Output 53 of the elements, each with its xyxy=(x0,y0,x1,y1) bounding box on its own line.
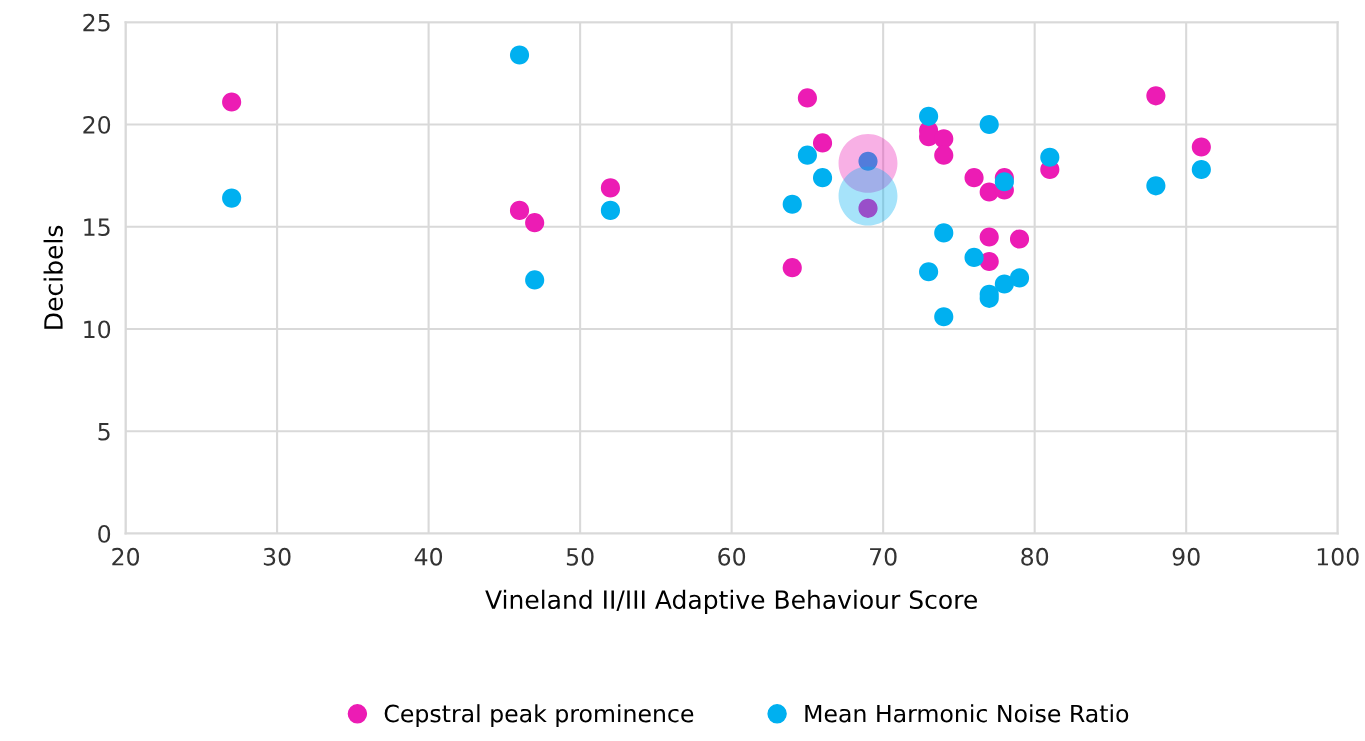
point xyxy=(1146,176,1166,196)
y-axis-title: Decibels xyxy=(43,225,63,329)
point xyxy=(934,145,954,165)
y-tick-label: 25 xyxy=(83,13,110,32)
legend-label: Cepstral peak prominence xyxy=(384,704,694,728)
y-tick-label: 20 xyxy=(83,115,111,134)
point xyxy=(1191,159,1211,180)
point xyxy=(1009,229,1030,249)
point xyxy=(919,106,939,126)
point xyxy=(1040,147,1060,167)
point xyxy=(964,168,984,188)
point xyxy=(797,88,817,108)
point xyxy=(222,188,242,208)
x-tick-label: 50 xyxy=(566,547,594,566)
point xyxy=(600,178,620,198)
y-tick-label: 10 xyxy=(84,320,111,339)
point xyxy=(222,92,242,112)
point xyxy=(858,198,878,218)
legend-label: Mean Harmonic Noise Ratio xyxy=(805,704,1129,723)
y-tick-label: 15 xyxy=(84,218,110,237)
point xyxy=(509,45,530,65)
point xyxy=(600,200,620,220)
y-tick-label: 0 xyxy=(98,524,111,543)
point xyxy=(994,274,1014,294)
x-tick-label: 20 xyxy=(112,547,140,566)
y-tick-label: 5 xyxy=(98,423,110,441)
point xyxy=(782,194,802,214)
point xyxy=(1146,86,1166,106)
point xyxy=(525,270,545,290)
point xyxy=(979,251,999,272)
point xyxy=(934,223,954,243)
x-tick-label: 70 xyxy=(870,547,897,566)
x-tick-label: 30 xyxy=(263,547,291,566)
x-tick-label: 60 xyxy=(718,547,746,566)
x-tick-label: 100 xyxy=(1317,547,1359,566)
point xyxy=(979,114,999,135)
point xyxy=(509,200,530,220)
point xyxy=(934,307,954,327)
point xyxy=(964,247,984,267)
point xyxy=(979,227,999,247)
point xyxy=(782,258,802,278)
x-tick-label: 90 xyxy=(1172,547,1200,566)
point xyxy=(1009,268,1030,288)
point xyxy=(934,129,954,149)
point xyxy=(1191,137,1211,157)
point xyxy=(525,213,545,233)
point xyxy=(812,133,833,153)
point xyxy=(797,145,817,165)
x-tick-label: 80 xyxy=(1021,547,1049,566)
point xyxy=(919,262,939,282)
x-axis-title: Vineland II/III Adaptive Behaviour Score xyxy=(485,589,977,614)
point xyxy=(812,168,833,188)
x-tick-label: 40 xyxy=(414,547,443,566)
